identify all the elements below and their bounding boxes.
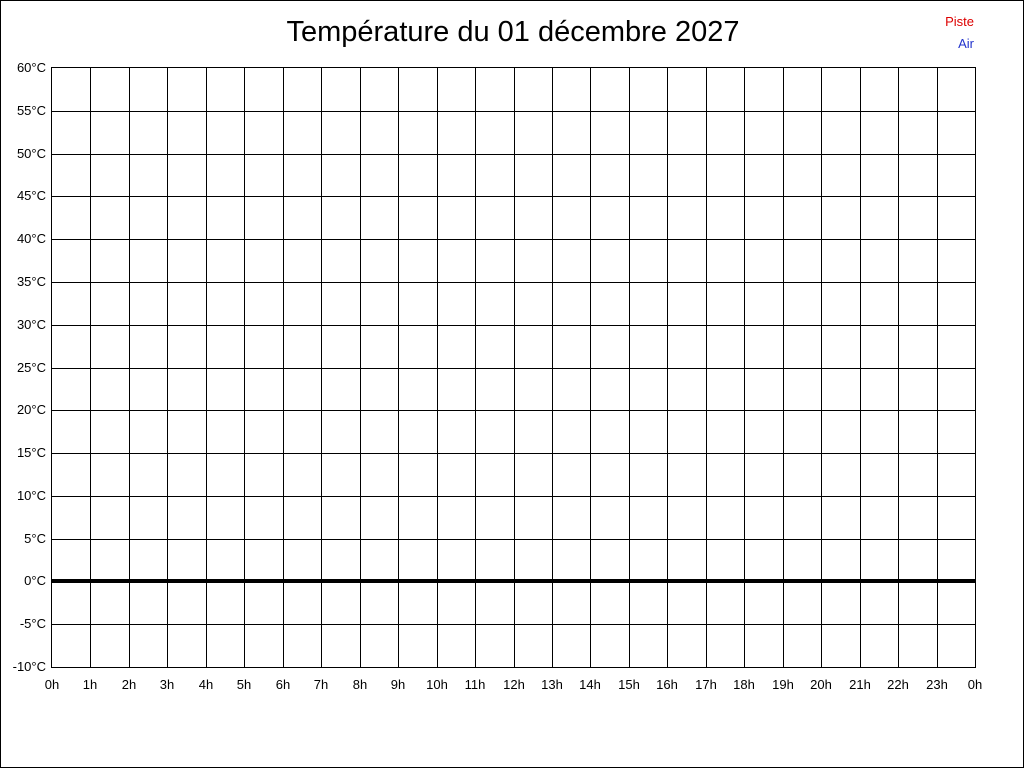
y-tick-label: 0°C <box>24 573 46 588</box>
x-tick-label: 1h <box>82 677 98 692</box>
grid-line-v <box>398 68 399 667</box>
y-tick-label: 50°C <box>16 146 46 161</box>
legend: Piste Air <box>945 11 974 55</box>
grid-line-v <box>475 68 476 667</box>
x-tick-label: 5h <box>236 677 252 692</box>
grid-line-v <box>90 68 91 667</box>
grid-line-v <box>244 68 245 667</box>
x-tick-label: 22h <box>887 677 909 692</box>
y-tick-label: 60°C <box>16 60 46 75</box>
grid-line-v <box>552 68 553 667</box>
grid-line-v <box>360 68 361 667</box>
y-tick-label: 10°C <box>16 488 46 503</box>
x-tick-label: 2h <box>121 677 137 692</box>
grid-line-h <box>52 624 975 625</box>
x-tick-label: 6h <box>275 677 291 692</box>
grid-line-v <box>937 68 938 667</box>
y-tick-label: 45°C <box>16 188 46 203</box>
legend-item-piste: Piste <box>945 14 974 29</box>
grid-line-v <box>821 68 822 667</box>
grid-line-v <box>514 68 515 667</box>
grid-line-v <box>206 68 207 667</box>
x-tick-label: 16h <box>656 677 678 692</box>
grid-line-v <box>590 68 591 667</box>
grid-line-h <box>52 325 975 326</box>
x-tick-label: 0h <box>967 677 983 692</box>
grid-line-h <box>52 410 975 411</box>
zero-degree-line <box>52 579 975 583</box>
x-tick-label: 20h <box>810 677 832 692</box>
grid-line-h <box>52 282 975 283</box>
grid-line-h <box>52 539 975 540</box>
grid-line-v <box>744 68 745 667</box>
x-tick-label: 19h <box>772 677 794 692</box>
y-tick-label: 55°C <box>16 103 46 118</box>
chart-title: Température du 01 décembre 2027 <box>286 16 740 48</box>
grid-line-v <box>667 68 668 667</box>
x-tick-label: 7h <box>313 677 329 692</box>
y-tick-label: 15°C <box>16 445 46 460</box>
grid-line-h <box>52 239 975 240</box>
grid-line-h <box>52 496 975 497</box>
grid-line-v <box>898 68 899 667</box>
x-tick-label: 17h <box>695 677 717 692</box>
legend-item-air: Air <box>958 36 974 51</box>
x-tick-label: 8h <box>352 677 368 692</box>
grid <box>52 68 975 667</box>
y-tick-label: 40°C <box>16 231 46 246</box>
grid-line-v <box>283 68 284 667</box>
grid-line-v <box>129 68 130 667</box>
x-tick-label: 0h <box>44 677 60 692</box>
x-tick-label: 9h <box>390 677 406 692</box>
grid-line-v <box>629 68 630 667</box>
plot-area <box>51 67 976 668</box>
y-tick-label: 35°C <box>16 274 46 289</box>
grid-line-v <box>783 68 784 667</box>
grid-line-h <box>52 368 975 369</box>
x-tick-label: 4h <box>198 677 214 692</box>
y-tick-label: -5°C <box>19 616 46 631</box>
grid-line-v <box>706 68 707 667</box>
y-tick-label: 5°C <box>24 531 46 546</box>
x-tick-label: 18h <box>733 677 755 692</box>
x-tick-label: 12h <box>503 677 525 692</box>
grid-line-v <box>321 68 322 667</box>
y-tick-label: 30°C <box>16 317 46 332</box>
x-tick-label: 14h <box>579 677 601 692</box>
x-tick-label: 21h <box>849 677 871 692</box>
y-tick-label: -10°C <box>12 659 46 674</box>
grid-line-v <box>437 68 438 667</box>
grid-line-v <box>167 68 168 667</box>
x-tick-label: 11h <box>464 677 486 692</box>
x-tick-label: 13h <box>541 677 563 692</box>
x-tick-label: 23h <box>926 677 948 692</box>
grid-line-h <box>52 154 975 155</box>
y-tick-label: 20°C <box>16 402 46 417</box>
y-tick-label: 25°C <box>16 360 46 375</box>
grid-line-h <box>52 453 975 454</box>
x-tick-label: 3h <box>159 677 175 692</box>
grid-line-v <box>860 68 861 667</box>
grid-line-h <box>52 196 975 197</box>
grid-line-h <box>52 111 975 112</box>
x-tick-label: 15h <box>618 677 640 692</box>
x-tick-label: 10h <box>426 677 448 692</box>
